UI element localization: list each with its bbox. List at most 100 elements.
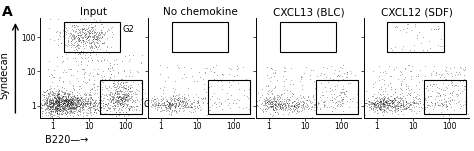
Point: [65, 107, 73, 110]
Point: [323, 90, 330, 92]
Point: [119, 98, 127, 100]
Point: [54, 104, 61, 106]
Point: [65, 105, 73, 107]
Point: [47, 101, 55, 104]
Point: [369, 109, 377, 112]
Point: [125, 106, 132, 109]
Point: [401, 103, 409, 106]
Point: [82, 27, 90, 30]
Point: [339, 99, 346, 101]
Point: [164, 105, 172, 107]
Point: [62, 106, 69, 109]
Point: [161, 104, 169, 106]
Point: [373, 100, 381, 103]
Point: [123, 95, 131, 98]
Point: [85, 106, 92, 109]
Point: [94, 42, 101, 44]
Bar: [316, 80, 358, 114]
Point: [329, 105, 337, 108]
Point: [93, 34, 100, 37]
Point: [50, 76, 58, 78]
Point: [99, 99, 107, 101]
Point: [417, 106, 425, 108]
Point: [82, 18, 89, 20]
Point: [377, 71, 384, 74]
Point: [269, 72, 276, 74]
Point: [227, 68, 235, 70]
Point: [59, 102, 67, 105]
Point: [187, 105, 195, 108]
Point: [279, 113, 287, 116]
Point: [55, 92, 63, 94]
Point: [72, 108, 79, 111]
Point: [77, 113, 84, 116]
Point: [389, 102, 396, 104]
Point: [69, 98, 76, 101]
Point: [174, 97, 182, 100]
Point: [210, 78, 218, 80]
Point: [119, 81, 127, 84]
Point: [57, 99, 64, 101]
Point: [64, 44, 71, 47]
Point: [82, 52, 90, 54]
Point: [268, 106, 275, 109]
Point: [64, 108, 72, 110]
Point: [397, 88, 404, 90]
Point: [277, 107, 284, 110]
Point: [78, 101, 86, 103]
Point: [39, 90, 47, 93]
Point: [74, 46, 82, 49]
Point: [262, 110, 270, 112]
Point: [68, 99, 76, 101]
Point: [76, 38, 83, 41]
Point: [76, 28, 83, 30]
Point: [68, 91, 75, 93]
Point: [115, 90, 122, 92]
Point: [376, 96, 383, 99]
Point: [75, 84, 82, 87]
Point: [82, 24, 90, 26]
Point: [383, 104, 390, 106]
Point: [61, 92, 68, 94]
Point: [51, 110, 59, 112]
Point: [174, 97, 182, 99]
Point: [406, 108, 413, 110]
Point: [58, 107, 65, 110]
Point: [86, 30, 94, 33]
Point: [100, 58, 108, 60]
Point: [86, 103, 94, 106]
Point: [172, 94, 180, 96]
Point: [58, 85, 66, 88]
Point: [176, 97, 184, 99]
Point: [259, 111, 267, 114]
Point: [210, 71, 217, 74]
Point: [379, 98, 387, 100]
Point: [369, 105, 377, 107]
Point: [114, 100, 122, 103]
Point: [218, 108, 226, 110]
Point: [286, 97, 293, 100]
Point: [269, 107, 277, 110]
Point: [268, 100, 276, 102]
Point: [48, 103, 55, 106]
Point: [344, 71, 351, 73]
Point: [133, 104, 141, 107]
Point: [158, 104, 165, 106]
Point: [49, 103, 57, 105]
Point: [65, 98, 73, 101]
Point: [291, 105, 298, 107]
Point: [63, 93, 71, 96]
Point: [53, 92, 61, 94]
Point: [124, 99, 131, 102]
Point: [320, 104, 328, 106]
Point: [118, 99, 125, 102]
Point: [297, 76, 305, 79]
Point: [164, 101, 172, 104]
Point: [112, 87, 119, 90]
Point: [303, 98, 311, 101]
Point: [44, 91, 52, 94]
Point: [300, 100, 308, 103]
Point: [64, 67, 72, 70]
Point: [412, 74, 420, 77]
Point: [79, 31, 87, 33]
